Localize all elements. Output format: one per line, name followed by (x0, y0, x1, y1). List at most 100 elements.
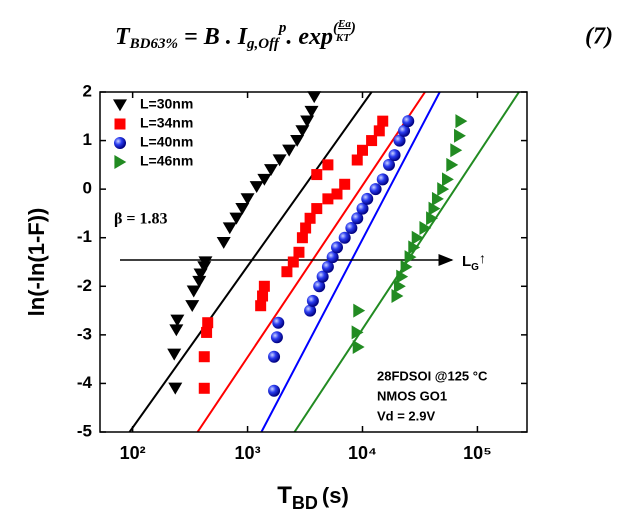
x-tick-label: 10⁵ (463, 443, 491, 463)
y-tick-label: 1 (83, 130, 92, 149)
marker (450, 143, 463, 158)
marker (330, 241, 343, 254)
marker (198, 256, 213, 269)
marker (216, 236, 231, 249)
marker (311, 203, 323, 215)
arrow-label-sub: G (471, 262, 479, 273)
marker (351, 325, 364, 340)
legend-marker (114, 155, 127, 169)
marker (345, 222, 358, 234)
equation-part: T (115, 24, 131, 50)
marker (270, 331, 283, 344)
marker (313, 280, 326, 293)
y-tick-label: -3 (77, 324, 92, 343)
fit-line (196, 92, 426, 432)
x-label-main: T (277, 482, 292, 509)
marker (398, 124, 411, 137)
marker (322, 193, 334, 205)
equation-part: Ea (337, 18, 351, 30)
x-tick-label: 10² (120, 443, 146, 463)
marker (411, 230, 424, 245)
marker (321, 260, 334, 273)
marker (382, 158, 395, 171)
marker (257, 173, 272, 186)
fit-line (128, 92, 373, 432)
marker (257, 290, 269, 302)
equation-part: KT (335, 32, 351, 44)
legend-label: L=30nm (140, 96, 193, 112)
arrow-label-main: L (462, 253, 471, 270)
marker (419, 221, 432, 235)
y-tick-label: -5 (77, 421, 92, 440)
equation-part: ) (349, 20, 356, 36)
equation-number: (7) (585, 24, 613, 50)
marker (198, 351, 210, 363)
marker (351, 154, 363, 166)
marker (322, 159, 334, 171)
condition: 28FDSOI @125 °C (377, 368, 488, 383)
y-tick-label: 2 (83, 81, 92, 100)
y-axis-label: ln(-ln(1-F)) (24, 208, 49, 317)
marker (393, 134, 406, 147)
marker (295, 125, 310, 138)
marker (304, 212, 316, 224)
marker (353, 303, 366, 318)
marker (404, 250, 417, 265)
marker (338, 231, 351, 244)
marker (186, 285, 201, 298)
marker (441, 172, 454, 187)
marker (235, 202, 250, 215)
marker (282, 144, 297, 157)
marker (437, 182, 450, 197)
equation-part: ( (333, 20, 339, 36)
legend-marker (114, 118, 126, 130)
y-tick-label: -2 (77, 276, 92, 295)
marker (351, 212, 364, 225)
y-tick-label: -1 (77, 227, 92, 246)
equation-part: . exp (286, 24, 333, 50)
marker (356, 202, 369, 215)
marker (300, 115, 315, 128)
x-tick-label: 10⁴ (348, 443, 377, 463)
legend-label: L=34nm (140, 115, 193, 131)
marker (249, 181, 264, 194)
x-tick-label: 10³ (235, 443, 261, 463)
marker (169, 324, 184, 337)
marker (306, 294, 319, 307)
equation-part: = B . I (178, 24, 249, 50)
marker (258, 280, 270, 292)
y-tick-label: 0 (83, 179, 92, 198)
arrow-label: LG↑ (462, 250, 486, 273)
legend-label: L=40nm (140, 134, 193, 150)
marker (339, 178, 351, 190)
marker (300, 222, 312, 234)
marker (255, 300, 267, 312)
marker (400, 259, 413, 274)
x-label-unit: (s) (322, 483, 349, 508)
marker (264, 164, 279, 177)
condition: NMOS GO1 (377, 388, 447, 403)
equation-part: BD63% (129, 36, 178, 52)
marker (402, 115, 415, 128)
marker (361, 192, 374, 205)
marker (356, 144, 368, 156)
marker (431, 191, 444, 206)
x-axis-label: TBD (s) (277, 482, 349, 512)
marker (272, 154, 287, 167)
marker (454, 128, 466, 143)
marker (352, 340, 365, 354)
marker (268, 384, 281, 397)
fit-line (260, 92, 441, 432)
marker (201, 326, 213, 338)
marker (304, 105, 319, 118)
legend-marker (114, 137, 126, 149)
marker (377, 115, 389, 127)
marker (222, 222, 237, 235)
marker (281, 266, 293, 278)
equation-part: g,Off (246, 36, 281, 52)
marker (268, 350, 281, 363)
marker (446, 157, 459, 172)
marker (366, 135, 378, 147)
condition: Vd = 2.9V (377, 408, 435, 423)
